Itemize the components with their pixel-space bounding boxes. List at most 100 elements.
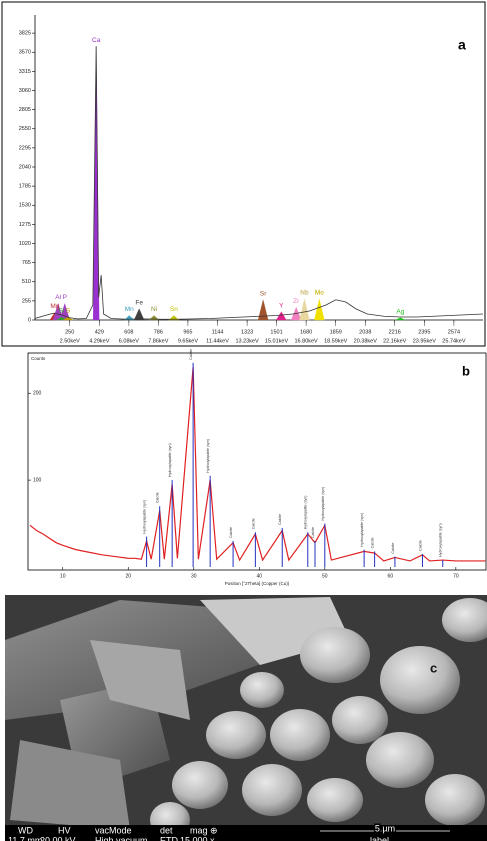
element-label: Ca xyxy=(92,37,101,44)
channel-tick-label: 429 xyxy=(95,329,104,335)
y-tick-label: 3060 xyxy=(19,88,31,94)
particle xyxy=(366,732,434,788)
x-tick-label: 6.08keV xyxy=(119,338,140,344)
x-tick-label: 13.23keV xyxy=(235,338,259,344)
pattern-line xyxy=(29,367,486,562)
particle xyxy=(380,646,460,714)
x-tick-label: 4.29keV xyxy=(89,338,110,344)
peak-label: Calcite xyxy=(278,514,282,525)
channel-tick-label: 608 xyxy=(124,329,133,335)
channel-tick-label: 250 xyxy=(65,329,74,335)
particle xyxy=(307,778,363,822)
channel-tick-label: 2216 xyxy=(389,329,401,335)
particle xyxy=(300,627,370,683)
element-peak xyxy=(62,316,74,321)
y-tick-label: 2550 xyxy=(19,126,31,132)
channel-tick-label: 1323 xyxy=(241,329,253,335)
particle xyxy=(206,711,266,759)
y-tick-label: 3570 xyxy=(19,50,31,56)
channel-tick-label: 1859 xyxy=(330,329,342,335)
x-tick-label: 7.86keV xyxy=(148,338,169,344)
peak-label: Hydroxylapatite (syn) xyxy=(304,495,308,529)
channel-tick-label: 2395 xyxy=(418,329,430,335)
peak-label: Hydroxylapatite (syn) xyxy=(143,500,147,534)
x-tick-label: 50 xyxy=(322,573,328,579)
channel-tick-label: 2038 xyxy=(359,329,371,335)
info-bar xyxy=(5,825,487,841)
peak-label: Hydroxylapatite (syn) xyxy=(206,439,210,473)
peak-label: Calcite xyxy=(391,543,395,554)
panel-label: c xyxy=(430,660,437,675)
channel-tick-label: 965 xyxy=(183,329,192,335)
crystal xyxy=(10,740,130,830)
peak-label: Calcite xyxy=(156,492,160,503)
particle xyxy=(242,764,302,816)
peak-label: Calcite xyxy=(311,527,315,538)
info-value: label xyxy=(370,835,389,841)
x-tick-label: 10 xyxy=(60,573,66,579)
element-label: Y xyxy=(279,302,284,309)
x-tick-label: 20 xyxy=(125,573,131,579)
x-tick-label: 11.44keV xyxy=(206,338,229,344)
x-tick-label: 16.80keV xyxy=(294,338,318,344)
element-label: Fe xyxy=(135,299,143,306)
y-tick-label: 3825 xyxy=(19,31,31,37)
crystal xyxy=(90,640,190,720)
y-tick-label: 255 xyxy=(22,298,31,304)
channel-tick-label: 1501 xyxy=(270,329,282,335)
element-peak xyxy=(314,298,325,321)
particle xyxy=(240,672,284,708)
y-tick-label: 1530 xyxy=(19,203,31,209)
y-axis-title: Counts xyxy=(31,356,46,361)
element-label: Sr xyxy=(260,290,267,297)
element-label: Mn xyxy=(125,306,134,313)
x-tick-label: 23.95keV xyxy=(413,338,437,344)
element-peak xyxy=(276,311,287,321)
x-tick-label: 40 xyxy=(257,573,263,579)
y-tick-label: 2295 xyxy=(19,145,31,151)
x-tick-label: 20.38keV xyxy=(354,338,378,344)
particle xyxy=(442,598,487,642)
particle xyxy=(425,774,485,826)
particle xyxy=(332,696,388,744)
element-label: Ag xyxy=(396,308,404,315)
x-axis-title: Position [°2Theta] (Copper (Cu)) xyxy=(225,581,290,586)
peak-label: Hydroxylapatite (syn) xyxy=(439,523,443,557)
element-peak xyxy=(299,298,310,321)
peak-label: Calcite xyxy=(189,349,193,360)
panel-label: b xyxy=(462,363,470,378)
y-tick-label: 1020 xyxy=(19,241,31,247)
panel-b-frame xyxy=(27,352,487,571)
y-tick-label: 2040 xyxy=(19,164,31,170)
y-tick-label: 2805 xyxy=(19,107,31,113)
x-tick-label: 30 xyxy=(191,573,197,579)
info-value: 11.7 mm xyxy=(8,835,42,841)
element-label: Ni xyxy=(151,306,157,313)
scale-label: 5 µm xyxy=(375,823,395,833)
element-peak xyxy=(395,317,406,321)
x-tick-label: 9.65keV xyxy=(178,338,199,344)
element-label: Si xyxy=(59,308,65,315)
y-tick-label: 100 xyxy=(33,477,42,483)
element-peak xyxy=(55,316,67,321)
channel-tick-label: 1144 xyxy=(212,329,224,335)
element-label: S xyxy=(66,308,71,315)
y-tick-label: 3315 xyxy=(19,69,31,75)
channel-tick-label: 1680 xyxy=(300,329,312,335)
x-tick-label: 70 xyxy=(453,573,459,579)
particle xyxy=(270,709,330,761)
y-tick-label: 1785 xyxy=(19,184,31,190)
x-tick-label: 18.59keV xyxy=(324,338,348,344)
info-header: det xyxy=(160,825,173,835)
x-tick-label: 25.74keV xyxy=(442,338,466,344)
element-peak xyxy=(257,299,269,321)
x-tick-label: 2.50keV xyxy=(60,338,81,344)
element-label: Al xyxy=(55,294,61,301)
element-label: Mg xyxy=(50,303,59,310)
x-tick-label: 60 xyxy=(388,573,394,579)
element-label: Zr xyxy=(293,298,300,305)
peak-label: Calcite xyxy=(251,518,255,529)
info-header: WD xyxy=(18,825,33,835)
